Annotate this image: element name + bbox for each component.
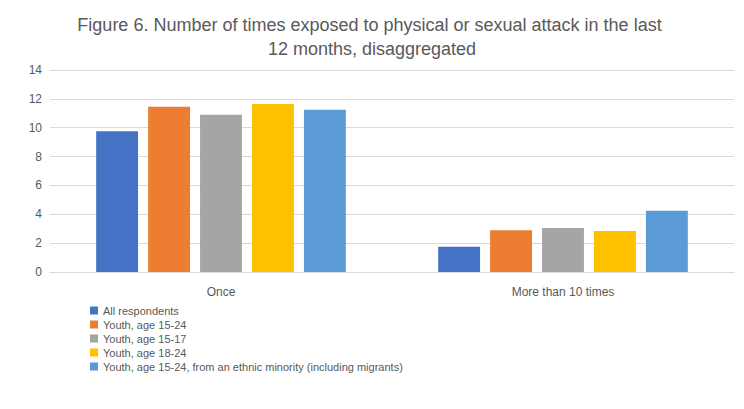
svg-text:Youth, age 15-24, from an ethn: Youth, age 15-24, from an ethnic minorit… [103, 361, 403, 373]
svg-text:10: 10 [29, 121, 43, 135]
svg-text:Once: Once [207, 285, 236, 299]
svg-text:12 months, disaggregated: 12 months, disaggregated [268, 39, 476, 59]
svg-text:0: 0 [35, 265, 42, 279]
svg-text:2: 2 [35, 236, 42, 250]
svg-text:Youth, age 15-24: Youth, age 15-24 [103, 319, 186, 331]
svg-text:Youth, age 15-17: Youth, age 15-17 [103, 333, 186, 345]
svg-text:More than 10 times: More than 10 times [512, 285, 615, 299]
svg-text:4: 4 [35, 207, 42, 221]
svg-text:8: 8 [35, 150, 42, 164]
svg-text:6: 6 [35, 178, 42, 192]
svg-text:All respondents: All respondents [103, 305, 179, 317]
svg-text:Youth, age 18-24: Youth, age 18-24 [103, 347, 186, 359]
svg-text:12: 12 [29, 92, 43, 106]
svg-text:14: 14 [29, 63, 43, 77]
svg-text:Figure 6. Number of times expo: Figure 6. Number of times exposed to phy… [77, 15, 666, 35]
